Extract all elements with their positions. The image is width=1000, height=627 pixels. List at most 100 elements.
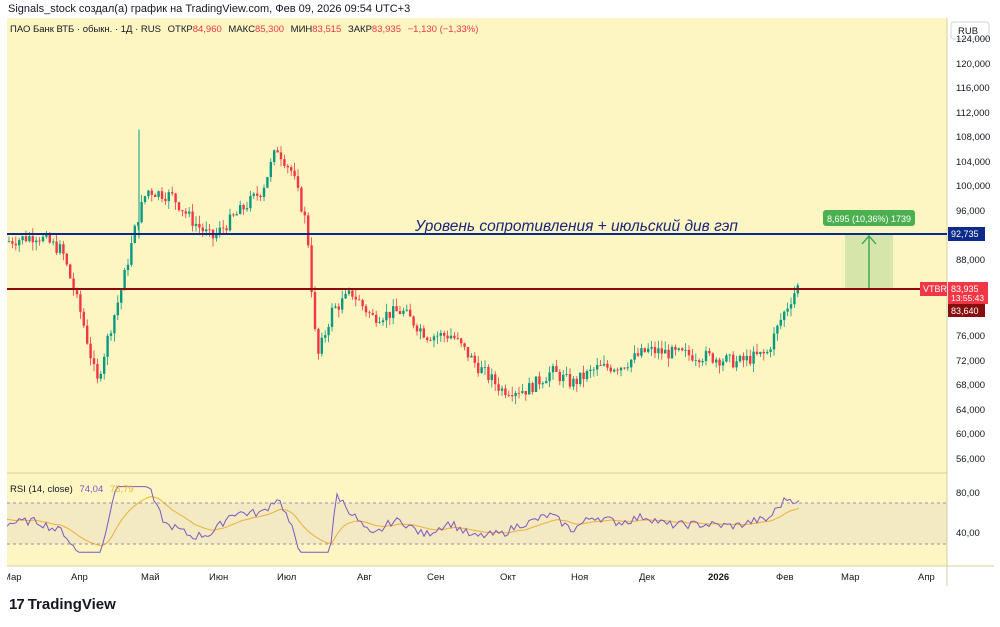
candle-body bbox=[232, 214, 235, 216]
candle-body bbox=[381, 320, 385, 323]
candle-body bbox=[613, 369, 616, 372]
candle-body bbox=[89, 343, 92, 359]
price-tick: 104,000 bbox=[956, 157, 990, 168]
time-label: Авг bbox=[357, 572, 372, 583]
candle-body bbox=[466, 347, 470, 358]
candle-body bbox=[517, 392, 521, 394]
candle-body bbox=[755, 351, 759, 355]
price-tick: 72,000 bbox=[956, 356, 985, 367]
candle-body bbox=[721, 361, 725, 366]
candle-body bbox=[494, 374, 497, 385]
candle-body bbox=[521, 390, 524, 394]
candle-body bbox=[555, 366, 558, 372]
candle-body bbox=[126, 264, 130, 271]
candle-body bbox=[130, 243, 133, 265]
candle-body bbox=[677, 348, 680, 350]
candle-body bbox=[480, 367, 483, 374]
candle-body bbox=[31, 236, 34, 243]
candle-body bbox=[198, 223, 201, 228]
resistance-price-badge bbox=[948, 227, 985, 241]
legend-high-label: МАКС bbox=[228, 24, 255, 35]
candle-body bbox=[630, 359, 633, 368]
candle-body bbox=[154, 194, 157, 197]
candle-body bbox=[568, 374, 572, 387]
candle-body bbox=[300, 187, 303, 212]
time-label: Фев bbox=[776, 572, 794, 583]
rsi-line bbox=[6, 486, 800, 553]
measure-label-box bbox=[823, 210, 915, 226]
support-price: 83,640 bbox=[951, 306, 979, 316]
candle-body bbox=[443, 332, 446, 336]
resistance-annotation[interactable]: Уровень сопротивления + июльский див гэп bbox=[414, 218, 738, 235]
candle-body bbox=[650, 347, 653, 349]
time-label: Окт bbox=[500, 572, 517, 583]
candle-body bbox=[460, 338, 463, 344]
candle-body bbox=[704, 350, 708, 362]
candle-body bbox=[545, 381, 548, 384]
last-price-badge bbox=[948, 282, 988, 304]
candle-body bbox=[354, 296, 357, 300]
tradingview-brand[interactable]: 17 TradingView bbox=[9, 596, 116, 613]
candle-body bbox=[157, 191, 160, 197]
candle-body bbox=[409, 309, 412, 317]
legend-open: 84,960 bbox=[193, 24, 222, 35]
candle-body bbox=[715, 359, 718, 363]
price-chart[interactable]: ПАО Банк ВТБ · обыкн. · 1Д · RUS ОТКР84,… bbox=[3, 18, 994, 586]
candle-body bbox=[575, 378, 578, 385]
chart-caption: Signals_stock создал(а) график на Tradin… bbox=[8, 3, 411, 15]
candle-body bbox=[531, 383, 534, 392]
candle-body bbox=[86, 325, 89, 344]
candle-body bbox=[235, 214, 238, 216]
candle-body bbox=[453, 335, 456, 339]
candle-body bbox=[252, 193, 255, 196]
candle-body bbox=[283, 159, 286, 166]
candle-body bbox=[147, 190, 150, 197]
candle-body bbox=[497, 384, 500, 391]
candle-body bbox=[11, 241, 14, 244]
candle-body bbox=[371, 312, 374, 315]
candle-body bbox=[52, 241, 55, 243]
main-pane-background bbox=[7, 18, 947, 566]
candle-body bbox=[398, 311, 402, 314]
candle-body bbox=[708, 350, 711, 354]
candle-body bbox=[633, 353, 636, 360]
candle-body bbox=[596, 365, 599, 370]
candle-body bbox=[245, 208, 249, 210]
candle-body bbox=[313, 292, 317, 329]
legend-close-label: ЗАКР bbox=[348, 24, 372, 35]
candle-body bbox=[473, 355, 476, 363]
candle-body bbox=[687, 349, 691, 356]
candle-body bbox=[58, 244, 62, 253]
candle-body bbox=[41, 236, 45, 242]
candle-body bbox=[623, 367, 626, 369]
chart-frame[interactable]: ПАО Банк ВТБ · обыкн. · 1Д · RUS ОТКР84,… bbox=[3, 18, 994, 586]
candle-body bbox=[738, 355, 742, 362]
candle-body bbox=[137, 222, 140, 226]
currency-button[interactable] bbox=[950, 21, 990, 40]
time-label: 2026 bbox=[708, 572, 729, 583]
candle-body bbox=[701, 361, 704, 363]
rsi-value: 74,04 bbox=[79, 484, 103, 495]
candle-body bbox=[589, 369, 592, 372]
candle-body bbox=[378, 322, 381, 323]
time-label: Сен bbox=[427, 572, 444, 583]
price-tick: 96,000 bbox=[956, 206, 985, 217]
candle-body bbox=[290, 167, 293, 171]
candle-body bbox=[534, 376, 538, 392]
time-label: Мар bbox=[841, 572, 860, 583]
candle-body bbox=[242, 205, 245, 210]
candle-body bbox=[606, 363, 609, 368]
candle-body bbox=[664, 349, 667, 354]
candle-body bbox=[69, 264, 72, 279]
legend-low: 83,515 bbox=[312, 24, 341, 35]
bar-countdown: 13:55:43 bbox=[951, 293, 984, 303]
candle-body bbox=[769, 349, 772, 352]
candle-body bbox=[749, 355, 752, 364]
currency-label: RUB bbox=[958, 26, 978, 37]
candle-body bbox=[670, 346, 674, 359]
candle-body bbox=[82, 311, 85, 326]
candle-body bbox=[657, 348, 660, 354]
price-tick: 108,000 bbox=[956, 132, 990, 143]
candle-body bbox=[599, 365, 602, 366]
candle-body bbox=[640, 348, 643, 356]
